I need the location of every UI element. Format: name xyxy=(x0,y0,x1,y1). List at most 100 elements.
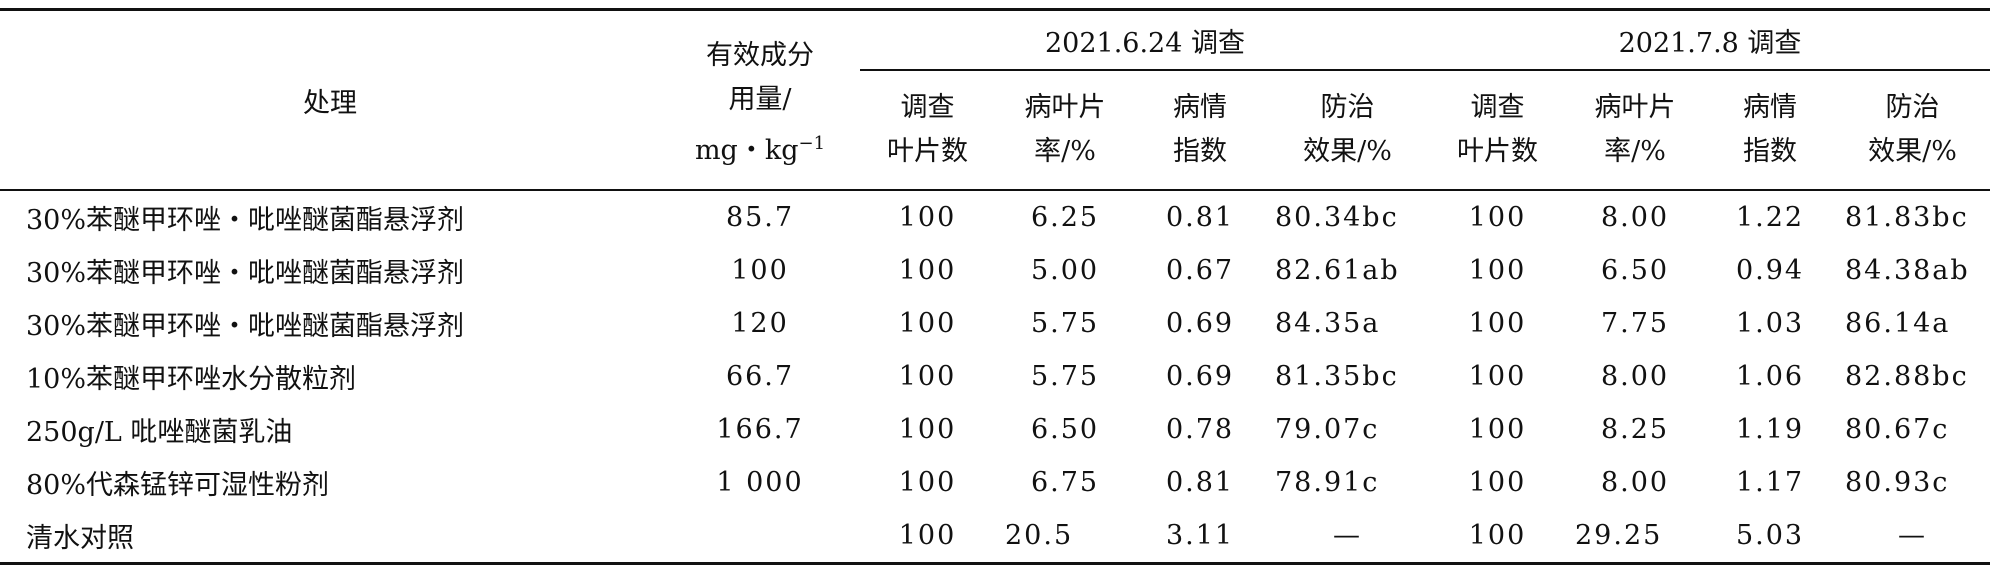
rate-header-1-l2: 率/% xyxy=(1034,136,1096,167)
a-leaves-cell: 100 xyxy=(898,361,957,392)
leaves-header-2-l2: 叶片数 xyxy=(1457,136,1538,167)
rate-header-1: 病叶片率/% xyxy=(995,70,1135,191)
a-leaves-cell: 100 xyxy=(898,414,957,445)
a-leaves-cell: 100 xyxy=(898,520,957,551)
a-rate-cell: 6.25 xyxy=(1030,202,1100,233)
a-index-cell: 0.69 xyxy=(1165,361,1235,392)
a-index-cell: 0.81 xyxy=(1165,467,1235,498)
rate-header-2-l1: 病叶片 xyxy=(1594,92,1676,123)
b-index-cell: 1.17 xyxy=(1735,467,1805,498)
treatment-cell: 250g/L 吡唑醚菌乳油 xyxy=(26,417,293,448)
b-index-cell: 1.06 xyxy=(1735,361,1805,392)
effect-header-2: 防治效果/% xyxy=(1835,70,1991,191)
a-leaves-cell: 100 xyxy=(898,255,957,286)
table-row: 30%苯醚甲环唑・吡唑醚菌酯悬浮剂 85.7 100 6.25 0.81 80.… xyxy=(0,190,1990,244)
b-rate-cell: 6.50 xyxy=(1600,255,1670,286)
dose-cell: 120 xyxy=(731,308,789,339)
a-leaves-cell: 100 xyxy=(898,308,957,339)
leaves-header-2: 调查 叶片数 xyxy=(1430,70,1565,191)
table-row: 清水对照 100 20.5 3.11 — 100 29.25 5.03 — xyxy=(0,509,1991,564)
survey-group-2-header: 2021.7.8 调查 xyxy=(1430,9,1991,71)
header-row-1: 处理 有效成分 用量/ mg・kg−1 2021.6.24 调查 2021.7.… xyxy=(0,9,1991,191)
treatment-cell: 80%代森锰锌可湿性粉剂 xyxy=(26,470,330,501)
b-rate-cell: 7.75 xyxy=(1600,308,1670,339)
b-leaves-cell: 100 xyxy=(1468,255,1527,286)
a-index-cell: 0.78 xyxy=(1165,414,1235,445)
b-effect-cell: 80.93c xyxy=(1845,467,1950,498)
a-index-cell: 3.11 xyxy=(1165,520,1235,551)
dosage-header: 有效成分 用量/ mg・kg−1 xyxy=(660,9,860,191)
rate-header-2: 病叶片率/% xyxy=(1565,70,1705,191)
header-row-2: 调查 叶片数 病叶片率/% 病情指数 防治效果/% 调查 叶片数 病叶片率/% 病情… xyxy=(0,70,1991,191)
b-index-cell: 1.03 xyxy=(1735,308,1805,339)
dose-cell: 1 000 xyxy=(716,467,804,498)
a-effect-cell: — xyxy=(1333,520,1362,551)
b-leaves-cell: 100 xyxy=(1468,520,1527,551)
treatment-cell: 30%苯醚甲环唑・吡唑醚菌酯悬浮剂 xyxy=(26,205,465,236)
b-rate-cell: 29.25 xyxy=(1575,520,1663,551)
leaves-header-1: 调查 叶片数 xyxy=(860,70,995,191)
table-row: 10%苯醚甲环唑水分散粒剂 66.7 100 5.75 0.69 81.35bc… xyxy=(0,350,1990,403)
b-index-cell: 1.19 xyxy=(1735,414,1805,445)
dose-cell: 100 xyxy=(731,255,789,286)
dosage-header-line1: 有效成分 xyxy=(706,39,814,71)
a-effect-cell: 81.35bc xyxy=(1275,361,1399,392)
efficacy-table: 处理 有效成分 用量/ mg・kg−1 2021.6.24 调查 2021.7.… xyxy=(0,8,1991,565)
b-rate-cell: 8.00 xyxy=(1600,467,1670,498)
dosage-header-line2: 用量/ xyxy=(728,83,792,115)
effect-header-1-l1: 防治 xyxy=(1320,92,1375,123)
treatment-cell: 30%苯醚甲环唑・吡唑醚菌酯悬浮剂 xyxy=(26,311,465,342)
b-rate-cell: 8.00 xyxy=(1600,361,1670,392)
table-row: 250g/L 吡唑醚菌乳油 166.7 100 6.50 0.78 79.07c… xyxy=(0,403,1990,456)
b-rate-cell: 8.00 xyxy=(1600,202,1670,233)
a-effect-cell: 84.35a xyxy=(1275,308,1381,339)
treatment-cell: 10%苯醚甲环唑水分散粒剂 xyxy=(26,364,357,395)
dose-cell: 85.7 xyxy=(725,202,795,233)
table-body: 30%苯醚甲环唑・吡唑醚菌酯悬浮剂 85.7 100 6.25 0.81 80.… xyxy=(0,190,1991,564)
survey-group-1-header: 2021.6.24 调查 xyxy=(860,9,1430,71)
index-header-2-l1: 病情 xyxy=(1743,92,1797,123)
a-rate-cell: 20.5 xyxy=(1005,520,1074,551)
b-effect-cell: 82.88bc xyxy=(1845,361,1969,392)
effect-header-2-l1: 防治 xyxy=(1885,92,1940,123)
treatment-header: 处理 xyxy=(0,9,660,191)
table-header: 处理 有效成分 用量/ mg・kg−1 2021.6.24 调查 2021.7.… xyxy=(0,9,1991,191)
table-row: 30%苯醚甲环唑・吡唑醚菌酯悬浮剂 120 100 5.75 0.69 84.3… xyxy=(0,297,1990,350)
effect-header-2-l2: 效果/% xyxy=(1868,136,1957,167)
b-leaves-cell: 100 xyxy=(1468,361,1527,392)
leaves-header-1-l2: 叶片数 xyxy=(887,136,968,167)
b-effect-cell: 84.38ab xyxy=(1845,255,1970,286)
table-row: 30%苯醚甲环唑・吡唑醚菌酯悬浮剂 100 100 5.00 0.67 82.6… xyxy=(0,244,1990,297)
index-header-1: 病情 指数 xyxy=(1135,70,1265,191)
b-effect-cell: 81.83bc xyxy=(1845,202,1969,233)
dose-cell: 66.7 xyxy=(725,361,795,392)
a-effect-cell: 78.91c xyxy=(1275,467,1380,498)
a-rate-cell: 5.00 xyxy=(1030,255,1100,286)
table-row: 80%代森锰锌可湿性粉剂 1 000 100 6.75 0.81 78.91c … xyxy=(0,456,1990,509)
index-header-1-l2: 指数 xyxy=(1173,136,1227,167)
a-rate-cell: 5.75 xyxy=(1030,308,1100,339)
a-leaves-cell: 100 xyxy=(898,467,957,498)
dose-cell xyxy=(660,509,860,564)
rate-header-2-l2: 率/% xyxy=(1604,136,1666,167)
dose-cell: 166.7 xyxy=(716,414,804,445)
treatment-cell: 清水对照 xyxy=(26,523,134,554)
b-effect-cell: 86.14a xyxy=(1845,308,1951,339)
b-leaves-cell: 100 xyxy=(1468,202,1527,233)
dosage-unit-exponent: −1 xyxy=(798,132,826,154)
index-header-2: 病情 指数 xyxy=(1705,70,1835,191)
b-leaves-cell: 100 xyxy=(1468,467,1527,498)
b-effect-cell: — xyxy=(1898,520,1927,551)
rate-header-1-l1: 病叶片 xyxy=(1024,92,1106,123)
b-leaves-cell: 100 xyxy=(1468,414,1527,445)
a-leaves-cell: 100 xyxy=(898,202,957,233)
a-index-cell: 0.69 xyxy=(1165,308,1235,339)
b-rate-cell: 8.25 xyxy=(1600,414,1670,445)
a-effect-cell: 79.07c xyxy=(1275,414,1380,445)
index-header-1-l1: 病情 xyxy=(1173,92,1227,123)
dosage-header-line3: mg・kg−1 xyxy=(660,122,860,173)
index-header-2-l2: 指数 xyxy=(1743,136,1797,167)
a-rate-cell: 6.50 xyxy=(1030,414,1100,445)
b-index-cell: 5.03 xyxy=(1735,520,1805,551)
a-index-cell: 0.67 xyxy=(1165,255,1235,286)
